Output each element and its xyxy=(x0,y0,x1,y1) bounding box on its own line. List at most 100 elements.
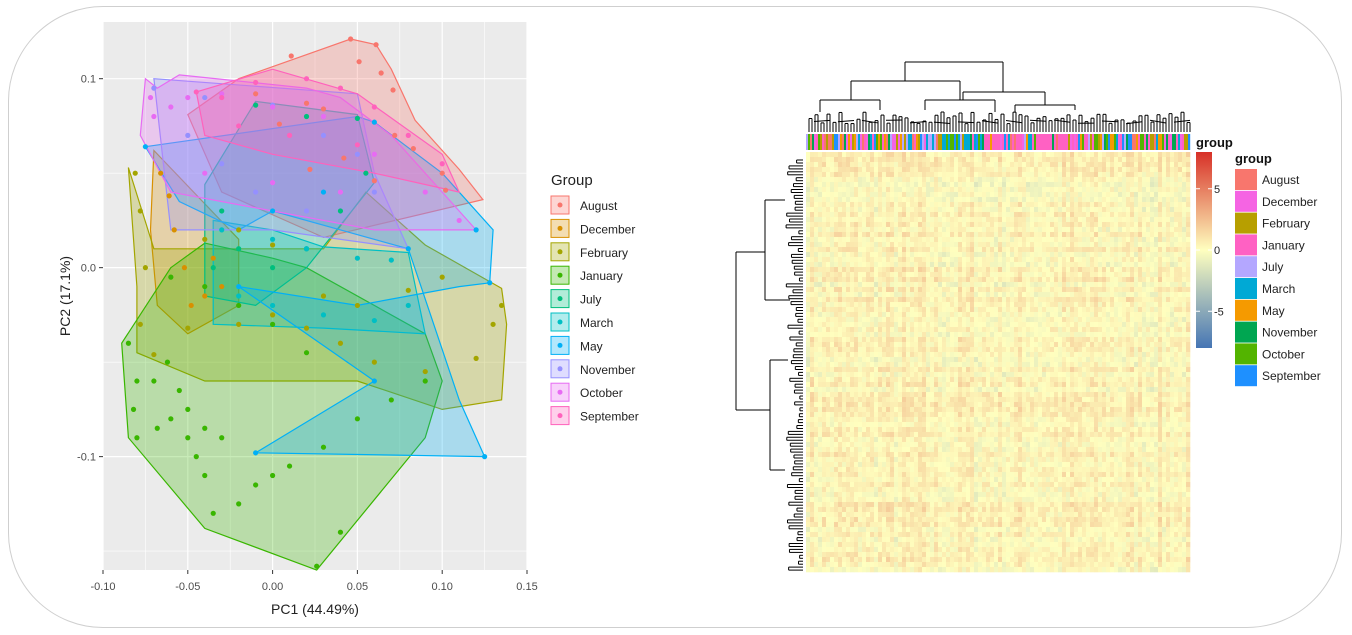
heatmap-cell xyxy=(918,152,923,158)
heatmap-cell xyxy=(838,247,843,253)
heatmap-cell xyxy=(1138,257,1143,263)
heatmap-cell xyxy=(1054,247,1059,253)
heatmap-cell xyxy=(1062,152,1067,158)
heatmap-cell xyxy=(942,197,947,203)
heatmap-cell xyxy=(1110,342,1115,348)
heatmap-cell xyxy=(1174,337,1179,343)
heatmap-cell xyxy=(1078,162,1083,168)
heatmap-cell xyxy=(942,212,947,218)
heatmap-cell xyxy=(898,167,903,173)
heatmap-cell xyxy=(838,277,843,283)
point-october xyxy=(320,113,327,120)
heatmap-cell xyxy=(870,177,875,183)
heatmap-cell xyxy=(1030,327,1035,333)
heatmap-cell xyxy=(934,277,939,283)
heatmap-cell xyxy=(1050,342,1055,348)
heatmap-cell xyxy=(918,212,923,218)
heatmap-cell xyxy=(830,172,835,178)
heatmap-cell xyxy=(958,342,963,348)
heatmap-cell xyxy=(930,207,935,213)
heatmap-cell xyxy=(810,332,815,338)
heatmap-cell xyxy=(994,172,999,178)
heatmap-cell xyxy=(1086,182,1091,188)
heatmap-cell xyxy=(842,297,847,303)
point-september xyxy=(236,123,242,129)
heatmap-cell xyxy=(1118,352,1123,358)
heatmap-cell xyxy=(1110,252,1115,258)
heatmap-cell xyxy=(1078,352,1083,358)
heatmap-cell xyxy=(1018,337,1023,343)
heatmap-cell xyxy=(1162,207,1167,213)
heatmap-cell xyxy=(946,202,951,208)
heatmap-cell xyxy=(886,182,891,188)
heatmap-cell xyxy=(1150,352,1155,358)
heatmap-cell xyxy=(958,217,963,223)
heatmap-cell xyxy=(1026,282,1031,288)
heatmap-cell xyxy=(1138,167,1143,173)
heatmap-cell xyxy=(1174,282,1179,288)
heatmap-cell xyxy=(886,282,891,288)
heatmap-cell xyxy=(946,327,951,333)
heatmap-cell xyxy=(1098,272,1103,278)
heatmap-cell xyxy=(914,277,919,283)
heatmap-cell xyxy=(974,342,979,348)
heatmap-cell xyxy=(1018,347,1023,353)
heatmap-cell xyxy=(1146,172,1151,178)
heatmap-cell xyxy=(1094,152,1099,158)
heatmap-cell xyxy=(1010,222,1015,228)
heatmap-cell xyxy=(806,207,811,213)
heatmap-cell xyxy=(890,337,895,343)
heatmap-cell xyxy=(998,197,1003,203)
column-annotation-cell xyxy=(1162,134,1165,150)
heatmap-cell xyxy=(1050,352,1055,358)
heatmap-cell xyxy=(890,197,895,203)
heatmap-cell xyxy=(962,307,967,313)
heatmap-cell xyxy=(1154,357,1159,363)
heatmap-cell xyxy=(1186,177,1191,183)
column-annotation-cell xyxy=(996,134,999,150)
heatmap-cell xyxy=(914,237,919,243)
heatmap-cell xyxy=(858,312,863,318)
heatmap-cell xyxy=(1122,362,1127,368)
point-february xyxy=(320,293,327,299)
point-october xyxy=(185,94,191,101)
heatmap-cell xyxy=(910,282,915,288)
heatmap-cell xyxy=(810,352,815,358)
heatmap-cell xyxy=(1010,322,1015,328)
heatmap-cell xyxy=(942,357,947,363)
heatmap-cell xyxy=(1022,352,1027,358)
heatmap-cell xyxy=(834,167,839,173)
heatmap-cell xyxy=(898,327,903,333)
heatmap-cell xyxy=(822,172,827,178)
heatmap-cell xyxy=(1054,217,1059,223)
heatmap-cell xyxy=(858,337,863,343)
point-august xyxy=(356,59,362,65)
heatmap-cell xyxy=(870,287,875,293)
heatmap-cell xyxy=(1142,197,1147,203)
heatmap-cell xyxy=(970,287,975,293)
heatmap-cell xyxy=(818,182,823,188)
column-annotation-cell xyxy=(886,134,889,150)
heatmap-cell xyxy=(834,242,839,248)
heatmap-cell xyxy=(934,247,939,253)
heatmap-cell xyxy=(1062,352,1067,358)
heatmap-cell xyxy=(954,232,959,238)
heatmap-cell xyxy=(1066,362,1071,368)
column-annotation-cell xyxy=(1132,134,1135,150)
heatmap-cell xyxy=(1062,322,1067,328)
heatmap-cell xyxy=(1034,177,1039,183)
heatmap-cell xyxy=(890,317,895,323)
heatmap-cell xyxy=(978,177,983,183)
heatmap-cell xyxy=(1002,362,1007,368)
heatmap-cell xyxy=(878,192,883,198)
heatmap-cell xyxy=(850,252,855,258)
heatmap-cell xyxy=(906,362,911,368)
column-annotation-cell xyxy=(954,134,957,150)
heatmap-cell xyxy=(806,237,811,243)
heatmap-cell xyxy=(950,217,955,223)
heatmap-cell xyxy=(1038,187,1043,193)
heatmap-cell xyxy=(1110,327,1115,333)
heatmap-cell xyxy=(862,207,867,213)
heatmap-cell xyxy=(958,332,963,338)
heatmap-cell xyxy=(1178,237,1183,243)
